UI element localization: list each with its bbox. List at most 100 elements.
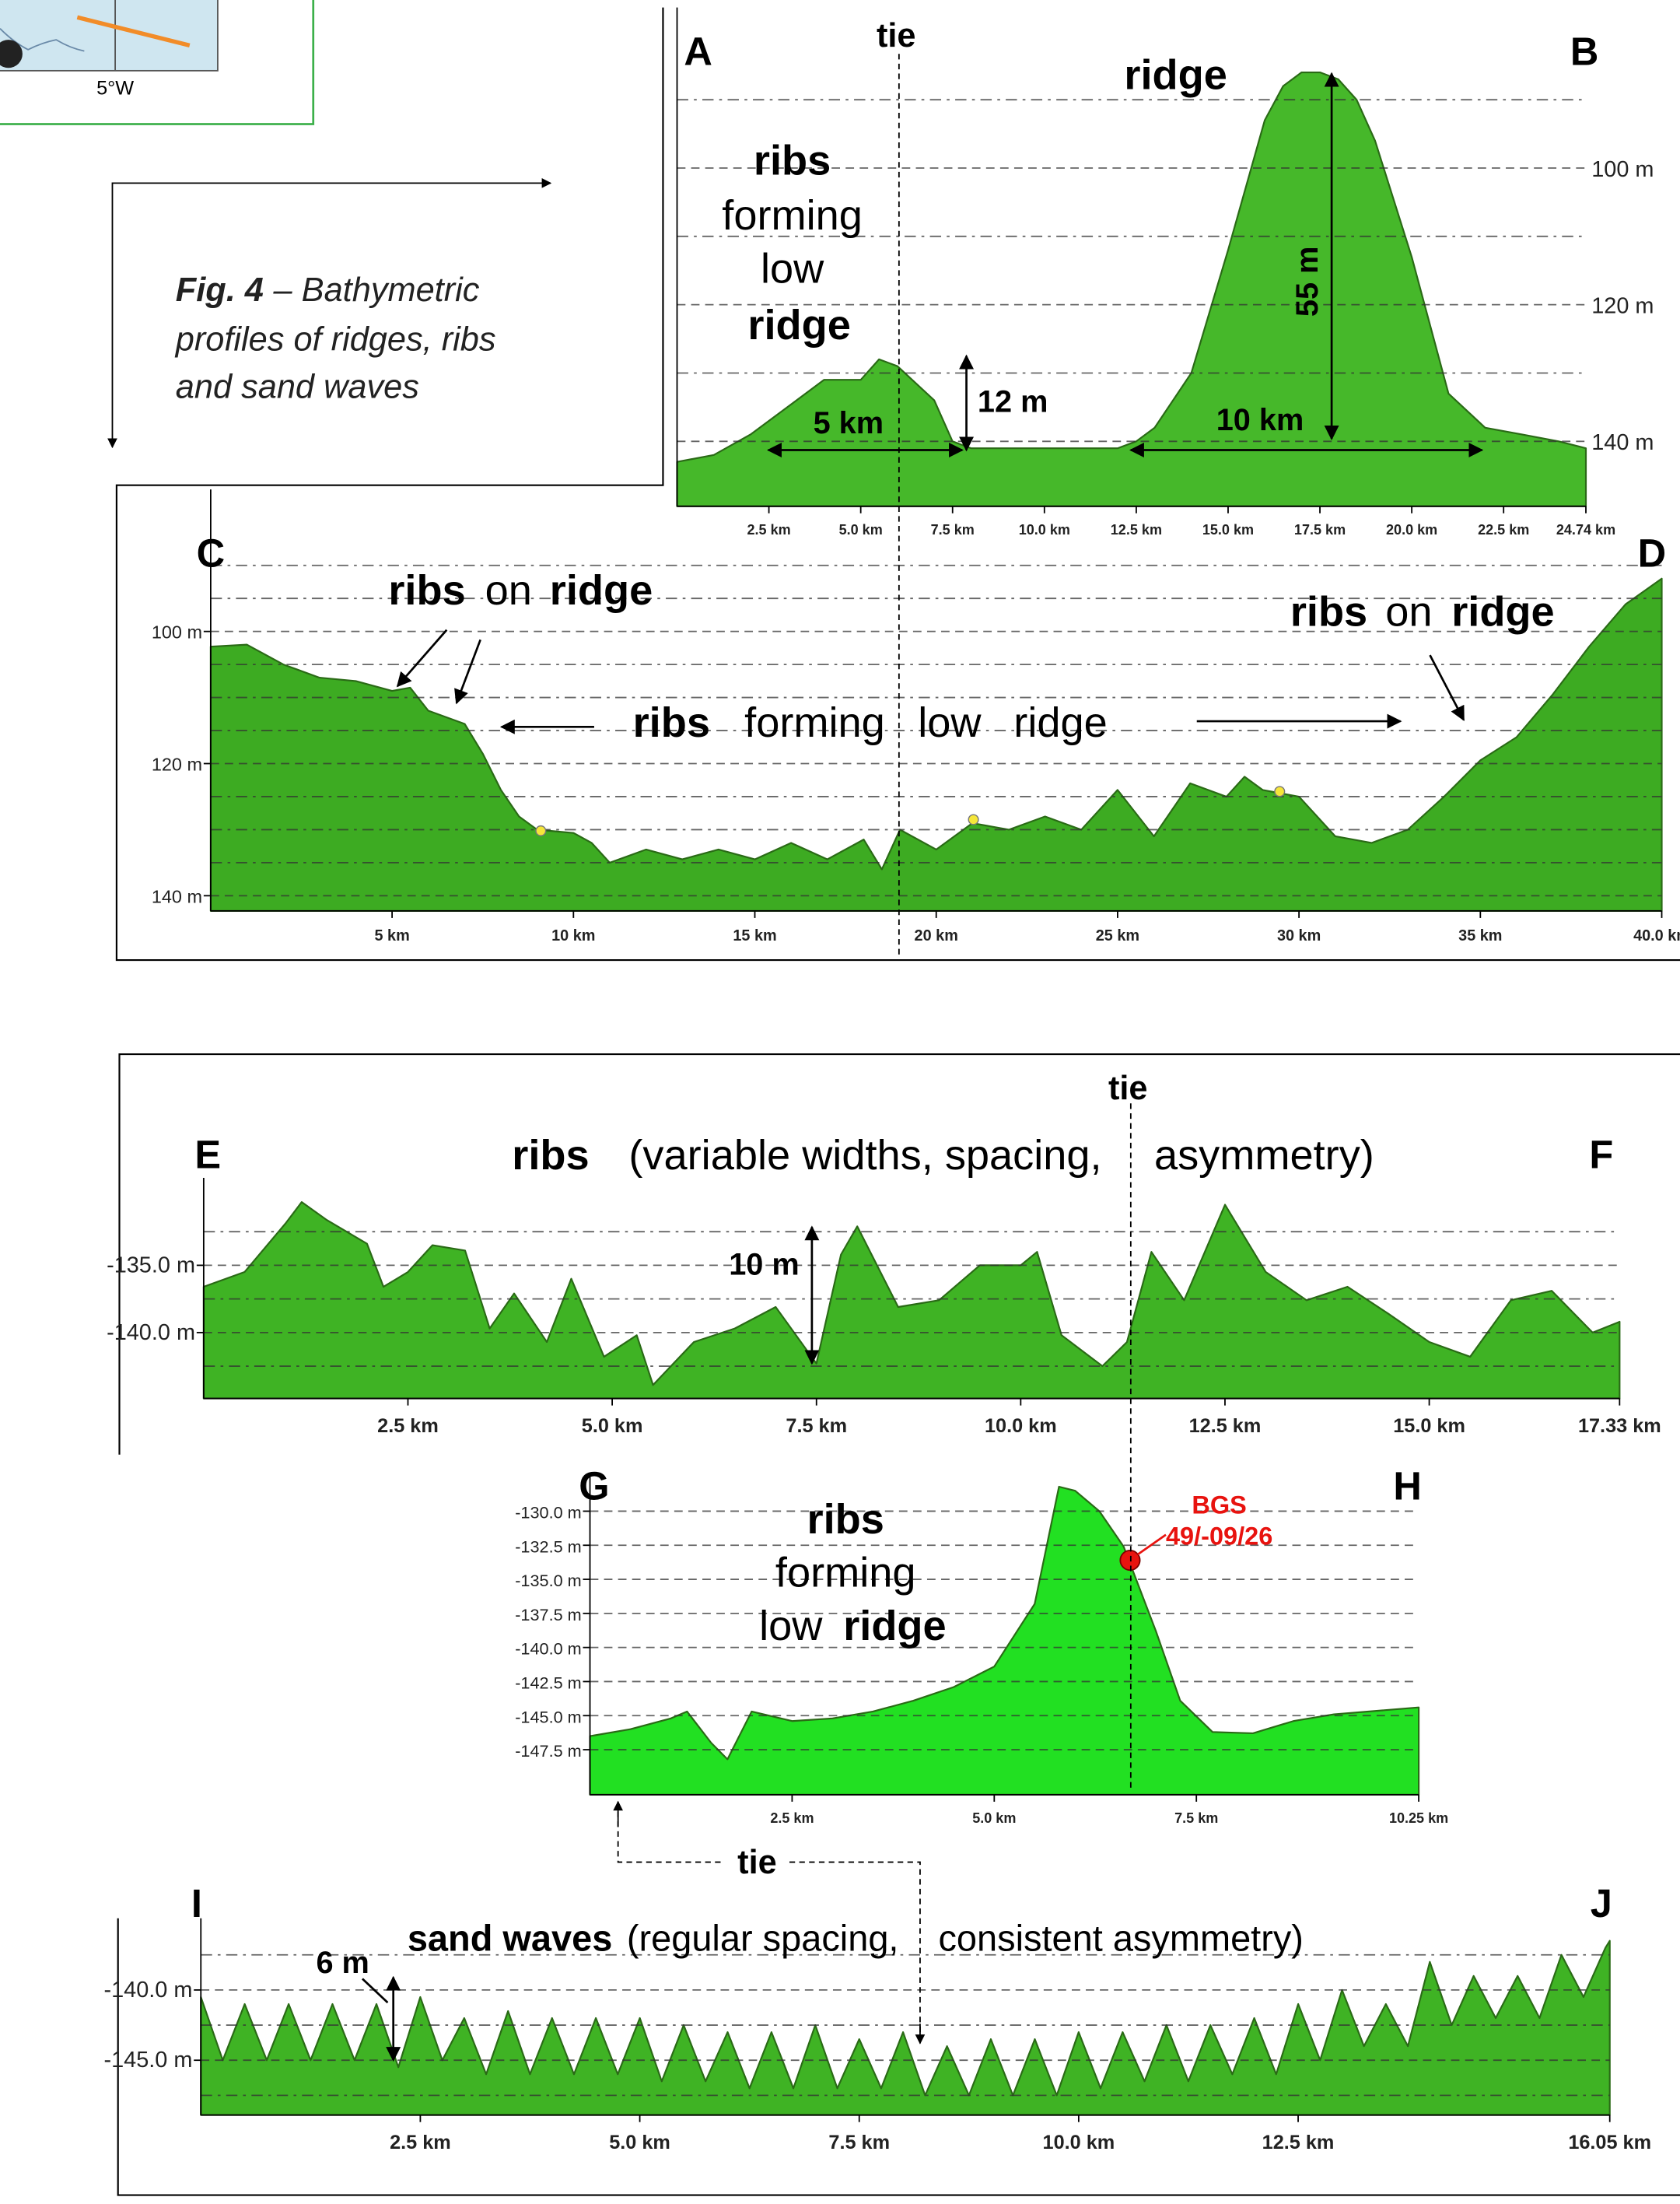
annotation: tie — [877, 17, 916, 54]
annotation: ridge — [1451, 588, 1554, 635]
y-tick-label: -147.5 m — [515, 1741, 581, 1761]
annotation: (variable widths, spacing, — [628, 1132, 1101, 1179]
y-tick-label: 120 m — [152, 755, 202, 775]
x-tick-label: 12.5 km — [1262, 2132, 1335, 2153]
annotation: consistent asymmetry) — [938, 1917, 1304, 1958]
annotation: ridge — [550, 567, 653, 614]
annotation: H — [1393, 1464, 1422, 1508]
x-tick-label: 10.0 km — [1019, 522, 1070, 538]
annotation: 12 m — [978, 385, 1048, 419]
x-tick-label: 15.0 km — [1393, 1415, 1465, 1437]
annotation: ridge — [843, 1603, 946, 1649]
annotation: ribs — [754, 138, 831, 184]
annotation: ridge — [1013, 699, 1107, 746]
annotation: 6 m — [316, 1946, 369, 1980]
caption-bracket — [107, 178, 552, 449]
map-label: 5°W — [96, 78, 134, 100]
x-tick-label: 5.0 km — [609, 2132, 670, 2153]
annotation: ribs — [1290, 588, 1367, 635]
annotation: ribs — [512, 1132, 589, 1179]
annotation: 10 km — [1216, 403, 1304, 437]
x-tick-label: 12.5 km — [1189, 1415, 1262, 1437]
x-tick-label: 10.0 km — [1043, 2132, 1115, 2153]
annotation: low — [918, 699, 982, 746]
y-tick-label: -145.0 m — [515, 1707, 581, 1726]
annotation: on — [485, 567, 532, 614]
annotation: F — [1589, 1132, 1613, 1176]
x-tick-label: 5 km — [374, 927, 409, 944]
panel-frame — [115, 7, 1680, 962]
y-tick-label: -132.5 m — [515, 1536, 581, 1556]
annotation: ridge — [1124, 51, 1227, 98]
annotation: G — [579, 1464, 609, 1508]
x-tick-label: 10.0 km — [985, 1415, 1057, 1437]
profile-area — [200, 1939, 1611, 2116]
x-tick-label: 35 km — [1458, 927, 1502, 944]
annotation: A — [684, 30, 712, 74]
y-tick-label: 100 m — [152, 622, 202, 643]
x-tick-label: 7.5 km — [828, 2132, 890, 2153]
x-tick-label: 10 km — [551, 927, 595, 944]
caption-line: Fig. 4– Bathymetric — [176, 272, 480, 309]
x-tick-label: 15 km — [733, 927, 776, 944]
x-tick-label: 7.5 km — [931, 522, 975, 538]
y-tick-label: -135.0 m — [515, 1571, 581, 1590]
y-tick-label: -142.5 m — [515, 1673, 581, 1692]
x-tick-label: 17.33 km — [1578, 1415, 1661, 1437]
annotation-arrows — [362, 72, 1484, 2062]
x-tick-label: 17.5 km — [1294, 522, 1346, 538]
annotation: J — [1591, 1881, 1612, 1925]
annotation: forming — [722, 192, 863, 239]
y-tick-label: 100 m — [1591, 157, 1654, 182]
annotation: ridge — [747, 302, 850, 349]
annotation: C — [197, 531, 226, 575]
x-tick-label: 5.0 km — [839, 522, 883, 538]
caption-text: and sand waves — [176, 369, 419, 406]
x-tick-label: 5.0 km — [972, 1810, 1016, 1826]
annotation: (regular spacing, — [627, 1917, 899, 1958]
y-tick-label: -140.0 m — [103, 1978, 192, 2003]
annotation: 55 m — [1290, 247, 1325, 317]
x-tick-label: 5.0 km — [582, 1415, 643, 1437]
x-tick-label: 30 km — [1277, 927, 1321, 944]
x-tick-label: 7.5 km — [1174, 1810, 1218, 1826]
annotation: 49/-09/26 — [1166, 1522, 1272, 1550]
annotation: asymmetry) — [1154, 1132, 1374, 1179]
profile-area — [202, 1201, 1621, 1400]
annotation: forming — [744, 699, 885, 746]
y-tick-label: -137.5 m — [515, 1605, 581, 1624]
annotation: low — [761, 246, 824, 293]
annotation: sand waves — [408, 1917, 613, 1958]
y-tick-label: -140.0 m — [107, 1320, 195, 1345]
x-tick-label: 2.5 km — [377, 1415, 439, 1437]
annotation: B — [1570, 30, 1599, 74]
annotation: tie — [1108, 1070, 1148, 1107]
map-fragment: 5°W — [0, 0, 315, 125]
panel-frame — [117, 1918, 1680, 2196]
x-tick-label: 12.5 km — [1111, 522, 1162, 538]
y-tick-label: -130.0 m — [515, 1502, 581, 1522]
x-tick-label: 40.0 km — [1633, 927, 1680, 944]
y-tick-label: 140 m — [152, 886, 202, 906]
x-tick-label: 20 km — [915, 927, 958, 944]
annotation: 5 km — [814, 406, 884, 440]
markers — [535, 786, 1286, 836]
y-tick-label: -145.0 m — [103, 2048, 192, 2073]
y-tick-label: -135.0 m — [107, 1253, 195, 1277]
x-tick-label: 7.5 km — [786, 1415, 847, 1437]
annotation: D — [1638, 531, 1667, 575]
annotation: tie — [737, 1844, 777, 1881]
caption-text: profiles of ridges, ribs — [174, 321, 496, 358]
charts: 100 m 120 m 140 m 2.5 km 5.0 km 7.5 km 10.0 km… — [103, 7, 1680, 2153]
annotation: ribs — [633, 699, 710, 746]
y-tick-label: -140.0 m — [515, 1639, 581, 1659]
x-tick-label: 20.0 km — [1386, 522, 1437, 538]
annotation: ribs — [807, 1496, 884, 1543]
x-tick-label: 22.5 km — [1478, 522, 1529, 538]
x-tick-label: 15.0 km — [1202, 522, 1254, 538]
annotation: 10 m — [729, 1248, 800, 1282]
caption-text: – Bathymetric — [273, 272, 480, 309]
x-tick-label: 24.74 km — [1556, 522, 1615, 538]
